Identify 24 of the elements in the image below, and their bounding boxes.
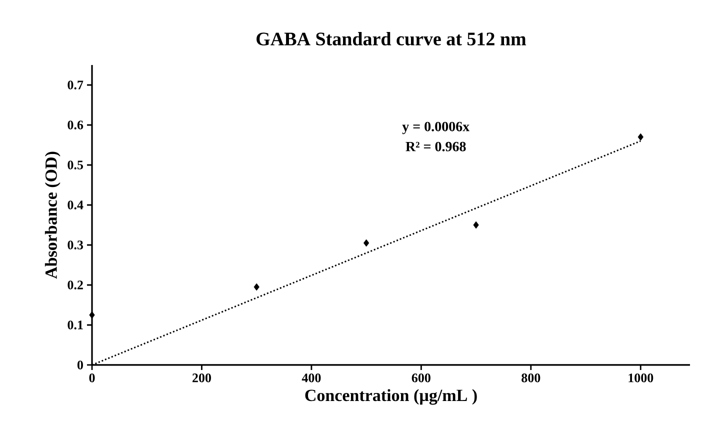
x-tick-label: 800 — [522, 374, 540, 382]
x-tick-label: 200 — [192, 374, 211, 382]
point — [254, 283, 260, 291]
y-tick-label: 0 — [77, 360, 83, 370]
y-tick-label: 0.3 — [68, 240, 84, 250]
chart-title: GABA Standard curve at 512 nm — [256, 32, 526, 46]
x-tick-label: 0 — [89, 374, 95, 382]
x-tick-label: 400 — [302, 374, 321, 382]
point — [638, 133, 644, 141]
annotation: y = 0.0006x — [402, 122, 470, 134]
y-tick-label: 0.6 — [68, 120, 84, 130]
y-tick-label: 0.1 — [68, 320, 83, 330]
point — [473, 221, 479, 229]
annotation: R² = 0.968 — [406, 142, 466, 152]
x-tick-label: 1000 — [628, 374, 654, 382]
point — [89, 311, 95, 319]
y-tick-label: 0.4 — [68, 200, 84, 210]
y-axis-title: Absorbance (OD) — [44, 152, 60, 279]
y-tick-label: 0.7 — [68, 80, 84, 90]
y-tick-label: 0.5 — [68, 160, 83, 170]
x-axis-title: Concentration (µg/mL ) — [305, 389, 477, 405]
y-tick-label: 0.2 — [68, 280, 83, 290]
x-tick-label: 600 — [412, 374, 430, 382]
point — [363, 239, 370, 247]
